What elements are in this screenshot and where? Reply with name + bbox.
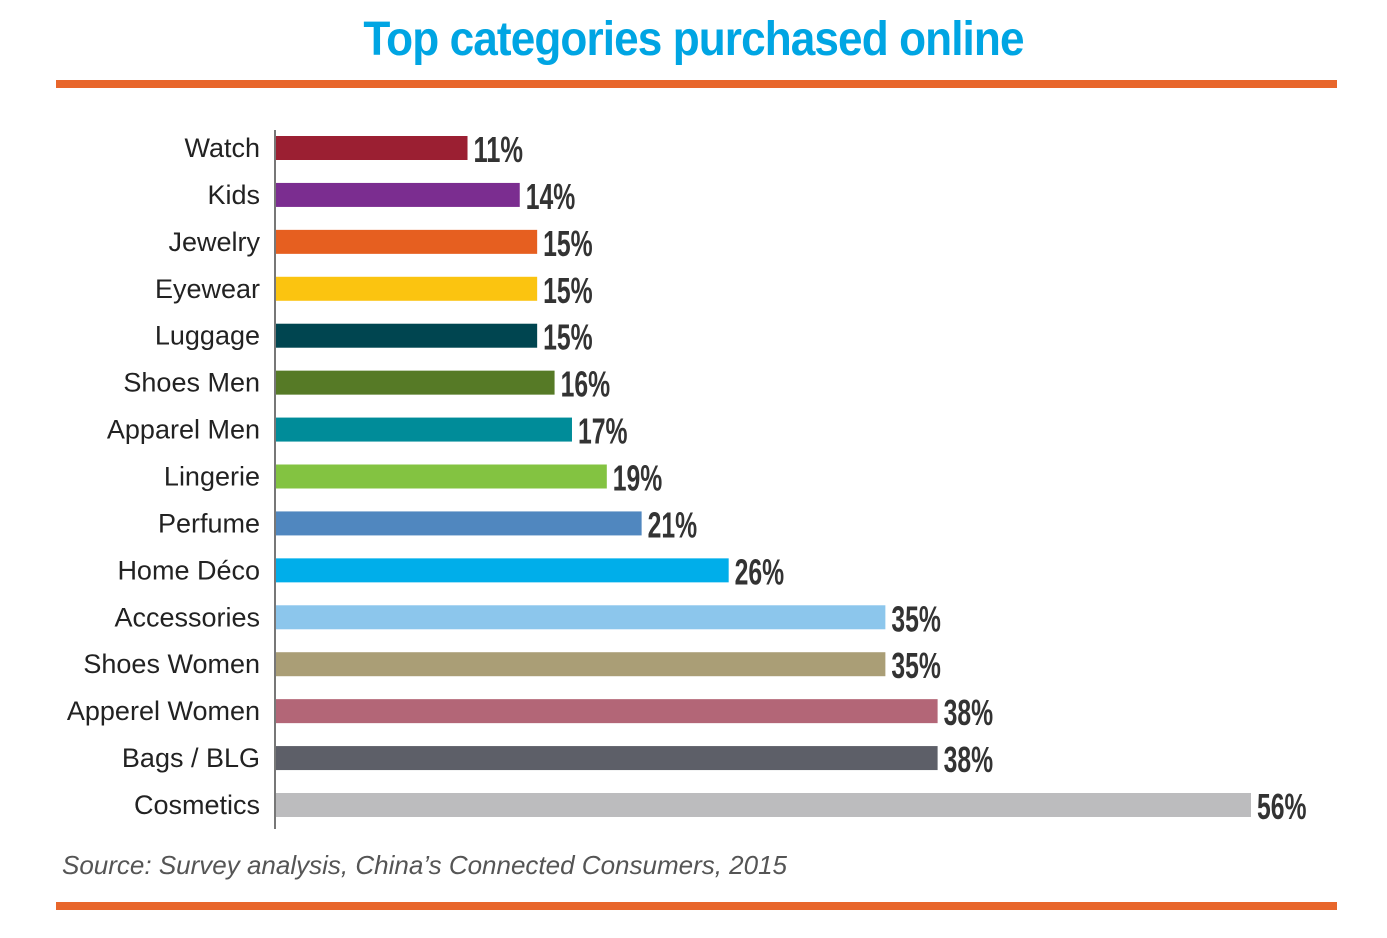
category-label: Eyewear — [155, 274, 260, 304]
value-label: 15% — [543, 270, 593, 311]
bar-apparel-men — [276, 417, 572, 442]
bar-apperel-women — [276, 699, 938, 724]
category-label: Perfume — [158, 508, 260, 538]
bar-bags-blg — [276, 746, 938, 771]
value-label: 15% — [543, 317, 593, 358]
category-label: Accessories — [114, 602, 260, 632]
bar-lingerie — [276, 464, 607, 489]
category-label: Jewelry — [168, 227, 260, 257]
category-label: Luggage — [155, 321, 260, 351]
value-label: 11% — [474, 129, 523, 170]
value-label: 21% — [648, 504, 698, 545]
bar-perfume — [276, 511, 642, 536]
bar-kids — [276, 182, 520, 207]
category-label: Kids — [207, 180, 260, 210]
category-label: Watch — [184, 133, 260, 163]
bar-jewelry — [276, 229, 538, 254]
bar-accessories — [276, 605, 886, 630]
value-label: 15% — [543, 223, 593, 264]
category-label: Apperel Women — [67, 696, 260, 726]
bar-shoes-women — [276, 652, 886, 677]
top-divider — [56, 80, 1337, 88]
category-label: Shoes Women — [83, 649, 260, 679]
value-label: 19% — [613, 458, 663, 499]
value-label: 38% — [944, 739, 994, 780]
bar-shoes-men — [276, 370, 555, 395]
bar-home-d-co — [276, 558, 729, 583]
category-label: Home Déco — [117, 555, 260, 585]
chart-title: Top categories purchased online — [363, 13, 1024, 66]
category-label: Shoes Men — [123, 368, 260, 398]
category-label: Bags / BLG — [122, 743, 260, 773]
category-label: Cosmetics — [134, 790, 260, 820]
bar-eyewear — [276, 276, 538, 301]
value-label: 35% — [891, 645, 941, 686]
value-label: 17% — [578, 411, 628, 452]
category-label: Lingerie — [164, 462, 260, 492]
bottom-divider — [56, 902, 1337, 910]
value-label: 14% — [526, 176, 576, 217]
value-label: 35% — [891, 598, 941, 639]
source-note: Source: Survey analysis, China’s Connect… — [62, 850, 788, 880]
value-label: 16% — [561, 364, 611, 405]
value-label: 56% — [1257, 786, 1307, 827]
category-label: Apparel Men — [107, 415, 260, 445]
bar-luggage — [276, 323, 538, 348]
bar-watch — [276, 136, 468, 160]
bar-cosmetics — [276, 793, 1251, 817]
value-label: 26% — [735, 551, 785, 592]
value-label: 38% — [944, 692, 994, 733]
